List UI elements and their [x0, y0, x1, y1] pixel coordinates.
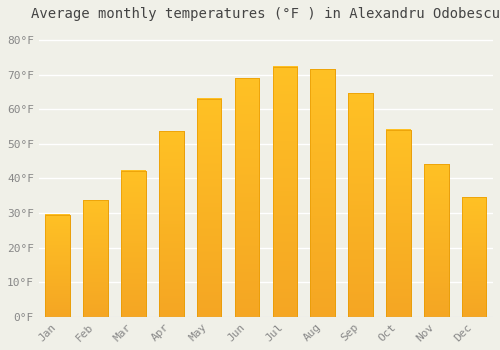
Bar [84, 200, 108, 317]
Bar [234, 78, 260, 317]
Bar [386, 130, 410, 317]
Bar [121, 170, 146, 317]
Bar [121, 170, 146, 317]
Bar [159, 131, 184, 317]
Title: Average monthly temperatures (°F ) in Alexandru Odobescu: Average monthly temperatures (°F ) in Al… [32, 7, 500, 21]
Bar [424, 164, 448, 317]
Bar [462, 197, 486, 317]
Bar [197, 99, 222, 317]
Bar [424, 164, 448, 317]
Bar [272, 67, 297, 317]
Bar [84, 200, 108, 317]
Bar [386, 130, 410, 317]
Bar [310, 69, 335, 317]
Bar [272, 67, 297, 317]
Bar [46, 215, 70, 317]
Bar [348, 93, 373, 317]
Bar [310, 69, 335, 317]
Bar [462, 197, 486, 317]
Bar [197, 99, 222, 317]
Bar [348, 93, 373, 317]
Bar [159, 131, 184, 317]
Bar [46, 215, 70, 317]
Bar [234, 78, 260, 317]
